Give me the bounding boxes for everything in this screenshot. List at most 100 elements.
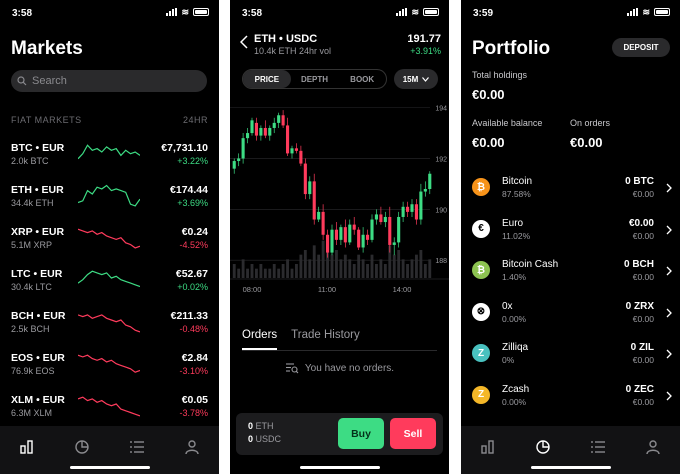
- candle-body: [254, 122, 258, 136]
- candle-body: [406, 206, 410, 212]
- tab-orders[interactable]: [126, 436, 148, 458]
- interval-value: 15M: [402, 74, 419, 84]
- market-price: €2.84: [181, 352, 208, 364]
- candle-body: [277, 115, 281, 123]
- search-input[interactable]: Search: [11, 70, 207, 92]
- asset-balance: 0 BTC: [625, 176, 654, 187]
- sparkline-path: [78, 228, 140, 249]
- volume-bar: [339, 259, 343, 278]
- asset-row[interactable]: Z Zcash 0.00% 0 ZEC €0.00: [472, 384, 672, 412]
- account-icon: [645, 440, 660, 455]
- candle-body: [370, 219, 374, 240]
- chevron-right-icon: [666, 349, 672, 359]
- asset-row[interactable]: ⊗ 0x 0.00% 0 ZRX €0.00: [472, 301, 672, 329]
- tab-account[interactable]: [642, 436, 664, 458]
- list-icon: [590, 441, 605, 453]
- deposit-button[interactable]: DEPOSIT: [612, 38, 670, 57]
- wifi-icon: ≋: [411, 7, 419, 17]
- volume-bar: [335, 250, 338, 278]
- empty-orders-text: You have no orders.: [304, 362, 395, 374]
- view-segmented-control: PRICE DEPTH BOOK: [242, 69, 387, 89]
- volume-bar: [419, 250, 423, 278]
- volume-bar: [268, 268, 272, 278]
- chevron-right-icon: [666, 225, 672, 234]
- tab-markets[interactable]: [477, 436, 499, 458]
- page-title: Portfolio: [472, 38, 551, 59]
- tab-price[interactable]: PRICE: [243, 70, 291, 88]
- market-row[interactable]: XLM • EUR 6.3M XLM €0.05 -3.78%: [11, 394, 208, 424]
- market-row[interactable]: BTC • EUR 2.0k BTC €7,731.10 +3.22%: [11, 142, 208, 172]
- candle-body: [308, 181, 312, 195]
- market-price: €0.24: [181, 226, 208, 238]
- asset-row[interactable]: ₿ Bitcoin Cash 1.40% 0 BCH €0.00: [472, 259, 672, 287]
- market-volume: 30.4k LTC: [11, 282, 52, 292]
- trade-screen: 3:58 ≋ ETH • USDC 10.4k ETH 24hr vol 191…: [230, 0, 449, 474]
- market-pair: XRP • EUR: [11, 226, 65, 238]
- candle-body: [419, 191, 423, 220]
- on-orders-value: €0.00: [570, 135, 603, 150]
- y-tick-label: 188: [435, 258, 447, 265]
- price-chart[interactable]: 194 192 190 188 08:00 11:00 14:00: [230, 94, 449, 306]
- market-pair: XLM • EUR: [11, 394, 65, 406]
- market-pair: BCH • EUR: [11, 310, 66, 322]
- asset-value: €0.00: [632, 355, 654, 365]
- market-row[interactable]: XRP • EUR 5.1M XRP €0.24 -4.52%: [11, 226, 208, 256]
- asset-balance: 0 ZRX: [625, 300, 654, 312]
- home-indicator: [299, 466, 380, 469]
- asset-balance: 0 BCH: [623, 259, 654, 270]
- wifi-icon: ≋: [181, 7, 189, 17]
- tab-book[interactable]: BOOK: [350, 74, 375, 84]
- candle-body: [428, 173, 432, 189]
- zilliqa-icon: Z: [472, 344, 490, 362]
- sparkline-path: [78, 184, 140, 207]
- sell-button[interactable]: Sell: [390, 418, 436, 449]
- market-row[interactable]: LTC • EUR 30.4k LTC €52.67 +0.02%: [11, 268, 208, 298]
- tab-orders[interactable]: [587, 436, 609, 458]
- tab-account[interactable]: [181, 436, 203, 458]
- chevron-right-icon: [666, 308, 672, 317]
- tab-depth[interactable]: DEPTH: [300, 74, 329, 84]
- search-icon: [17, 76, 27, 86]
- volume-bar: [330, 254, 334, 278]
- market-pair: LTC • EUR: [11, 268, 63, 280]
- period-label: 24HR: [182, 115, 208, 125]
- candle-body: [343, 227, 347, 243]
- home-indicator: [69, 466, 150, 469]
- volume-bar: [272, 264, 276, 278]
- available-balance-label: Available balance: [472, 118, 543, 128]
- tab-portfolio[interactable]: [532, 436, 554, 458]
- tab-markets[interactable]: [16, 436, 38, 458]
- candle-body: [357, 229, 361, 248]
- asset-value: €0.00: [632, 396, 654, 407]
- candle-body: [286, 125, 290, 154]
- back-chevron-icon[interactable]: [240, 35, 248, 49]
- volume-bar: [250, 264, 254, 278]
- market-row[interactable]: EOS • EUR 76.9k EOS €2.84 -3.10%: [11, 352, 208, 382]
- volume-bar: [401, 259, 405, 278]
- market-row[interactable]: ETH • EUR 34.4k ETH €174.44 +3.69%: [11, 184, 208, 214]
- y-tick-label: 194: [435, 106, 447, 113]
- volume-bar: [379, 259, 383, 278]
- status-bar: 3:58 ≋: [230, 0, 449, 26]
- asset-row[interactable]: ₿ Bitcoin 87.58% 0 BTC €0.00: [472, 176, 672, 204]
- chevron-right-icon: [666, 266, 672, 276]
- asset-row[interactable]: Z Zilliqa 0% 0 ZIL €0.00: [472, 342, 672, 370]
- interval-dropdown[interactable]: 15M: [394, 69, 438, 89]
- x-tick-label: 14:00: [393, 285, 412, 294]
- available-balance-value: €0.00: [472, 135, 505, 150]
- candle-body: [414, 204, 418, 220]
- market-change: +3.22%: [177, 156, 208, 166]
- asset-row[interactable]: € Euro 11.02% €0.00 €0.00: [472, 218, 672, 246]
- candle-body: [326, 234, 330, 253]
- volume-bar: [286, 259, 289, 278]
- asset-name: 0x: [502, 300, 513, 312]
- market-change: -3.10%: [179, 366, 208, 376]
- buy-button[interactable]: Buy: [338, 418, 384, 449]
- market-change: -0.48%: [179, 324, 208, 334]
- tab-trade-history[interactable]: Trade History: [291, 329, 360, 341]
- asset-name: Zcash: [502, 383, 530, 395]
- volume-bar: [406, 264, 409, 278]
- tab-orders[interactable]: Orders: [242, 329, 278, 350]
- tab-portfolio[interactable]: [71, 436, 93, 458]
- market-row[interactable]: BCH • EUR 2.5k BCH €211.33 -0.48%: [11, 310, 208, 340]
